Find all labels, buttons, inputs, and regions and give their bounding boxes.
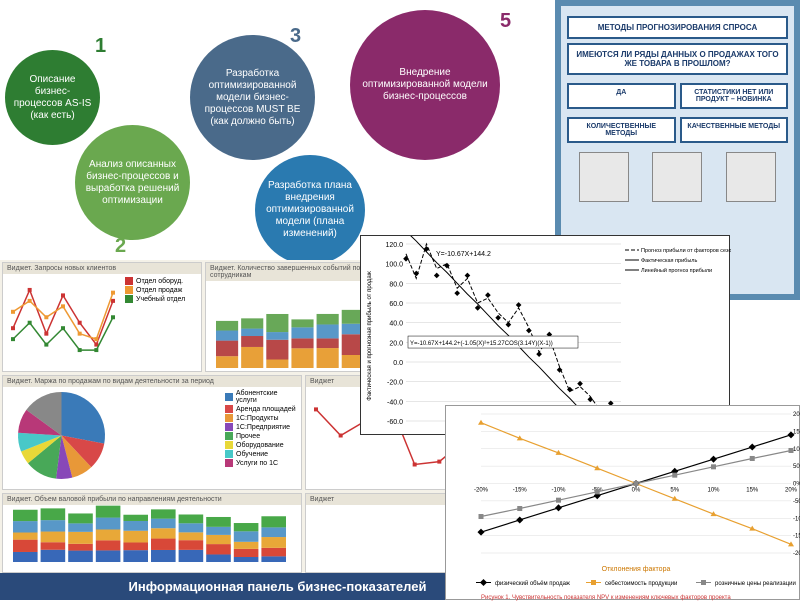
- step-number: 1: [95, 35, 106, 58]
- flow-no: СТАТИСТИКИ НЕТ ИЛИ ПРОДУКТ – НОВИНКА: [680, 83, 789, 109]
- flow-yes: ДА: [567, 83, 676, 109]
- process-bubble: Описание бизнес-процессов AS-IS (как ест…: [5, 50, 100, 145]
- svg-text:-60.0: -60.0: [387, 419, 403, 426]
- svg-text:Прогноз прибыли от факторов се: Прогноз прибыли от факторов сезонности: [641, 248, 731, 254]
- svg-text:60.0: 60.0: [389, 301, 403, 308]
- svg-text:-200%: -200%: [793, 551, 800, 557]
- legend-item: Абонентские услуги: [225, 390, 299, 404]
- flow-qual: КАЧЕСТВЕННЫЕ МЕТОДЫ: [680, 117, 789, 143]
- step-number: 2: [115, 235, 126, 258]
- legend-item: Прочее: [225, 432, 299, 440]
- legend-item: Учебный отдел: [125, 295, 199, 303]
- svg-text:50%: 50%: [793, 464, 800, 470]
- legend-item: 1С:Предприятие: [225, 423, 299, 431]
- legend-item: Обучение: [225, 450, 299, 458]
- svg-text:-20%: -20%: [474, 488, 489, 494]
- svg-text:Отклонения фактора: Отклонения фактора: [602, 566, 671, 573]
- flow-quant: КОЛИЧЕСТВЕННЫЕ МЕТОДЫ: [567, 117, 676, 143]
- svg-text:0.0: 0.0: [393, 360, 403, 367]
- svg-text:20%: 20%: [785, 488, 798, 494]
- legend-item: Отдел продаж: [125, 286, 199, 294]
- svg-text:-100%: -100%: [793, 516, 800, 522]
- legend-item: Отдел оборуд.: [125, 277, 199, 285]
- svg-text:100%: 100%: [793, 447, 800, 453]
- svg-text:100.0: 100.0: [385, 262, 403, 269]
- svg-text:-50%: -50%: [793, 499, 800, 505]
- widget-title: Виджет. Запросы новых клиентов: [3, 263, 201, 274]
- process-bubble: Внедрение оптимизированной модели бизнес…: [350, 10, 500, 160]
- svg-text:-150%: -150%: [793, 534, 800, 540]
- svg-text:розничные цены реализации: розничные цены реализации: [715, 581, 796, 587]
- dashboard-widget: Виджет. Маржа по продажам по видам деяте…: [2, 375, 302, 490]
- svg-text:себестоимость продукции: себестоимость продукции: [605, 581, 677, 587]
- process-bubble: Анализ описанных бизнес-процессов и выра…: [75, 125, 190, 240]
- svg-text:-10%: -10%: [551, 488, 566, 494]
- flow-question: ИМЕЮТСЯ ЛИ РЯДЫ ДАННЫХ О ПРОДАЖАХ ТОГО Ж…: [567, 43, 788, 75]
- svg-text:Y=-10.67X+144.2: Y=-10.67X+144.2: [436, 251, 491, 258]
- svg-text:40.0: 40.0: [389, 321, 403, 328]
- svg-text:0%: 0%: [632, 488, 641, 494]
- svg-text:Y=-10.67X+144.2+(-1.05(X)²+15.: Y=-10.67X+144.2+(-1.05(X)²+15.27COS(3.14…: [410, 341, 553, 347]
- widget-title: Виджет. Маржа по продажам по видам деяте…: [3, 376, 301, 387]
- legend-item: Услуги по 1С: [225, 459, 299, 467]
- svg-text:5%: 5%: [670, 488, 679, 494]
- svg-text:-15%: -15%: [513, 488, 528, 494]
- widget-title: Виджет. Объем валовой прибыли по направл…: [3, 494, 301, 505]
- svg-text:20.0: 20.0: [389, 340, 403, 347]
- svg-text:физический объём продаж: физический объём продаж: [495, 580, 570, 587]
- process-bubble: Разработка плана внедрения оптимизирован…: [255, 155, 365, 265]
- svg-text:-40.0: -40.0: [387, 399, 403, 406]
- svg-text:120.0: 120.0: [385, 242, 403, 249]
- legend-item: Аренда площадей: [225, 405, 299, 413]
- svg-text:Рисунок 1. Чувствительность по: Рисунок 1. Чувствительность показателя N…: [481, 595, 731, 601]
- people-illustrations: [567, 152, 788, 202]
- legend-item: 1С:Продукты: [225, 414, 299, 422]
- dashboard-widget: Виджет. Запросы новых клиентов Отдел обор…: [2, 262, 202, 372]
- process-bubble: Разработка оптимизированной модели бизне…: [190, 35, 315, 160]
- svg-text:Линейный прогноз прибыли: Линейный прогноз прибыли: [641, 267, 712, 274]
- svg-text:Фактическая прибыль: Фактическая прибыль: [641, 258, 697, 264]
- svg-text:10%: 10%: [707, 488, 720, 494]
- svg-text:15%: 15%: [746, 488, 759, 494]
- dashboard-widget: Виджет. Объем валовой прибыли по направл…: [2, 493, 302, 573]
- legend-item: Оборудование: [225, 441, 299, 449]
- svg-text:Фактическая и прогнозная прибы: Фактическая и прогнозная прибыль от прод…: [367, 271, 373, 400]
- flow-title: МЕТОДЫ ПРОГНОЗИРОВАНИЯ СПРОСА: [567, 16, 788, 39]
- svg-text:80.0: 80.0: [389, 281, 403, 288]
- svg-text:-20.0: -20.0: [387, 380, 403, 387]
- svg-text:200%: 200%: [793, 412, 800, 418]
- step-number: 3: [290, 25, 301, 48]
- npv-sensitivity-chart: -200%-150%-100%-50%0%50%100%150%200%-20%…: [445, 405, 800, 600]
- process-bubbles-diagram: Описание бизнес-процессов AS-IS (как ест…: [0, 0, 555, 260]
- step-number: 5: [500, 10, 511, 33]
